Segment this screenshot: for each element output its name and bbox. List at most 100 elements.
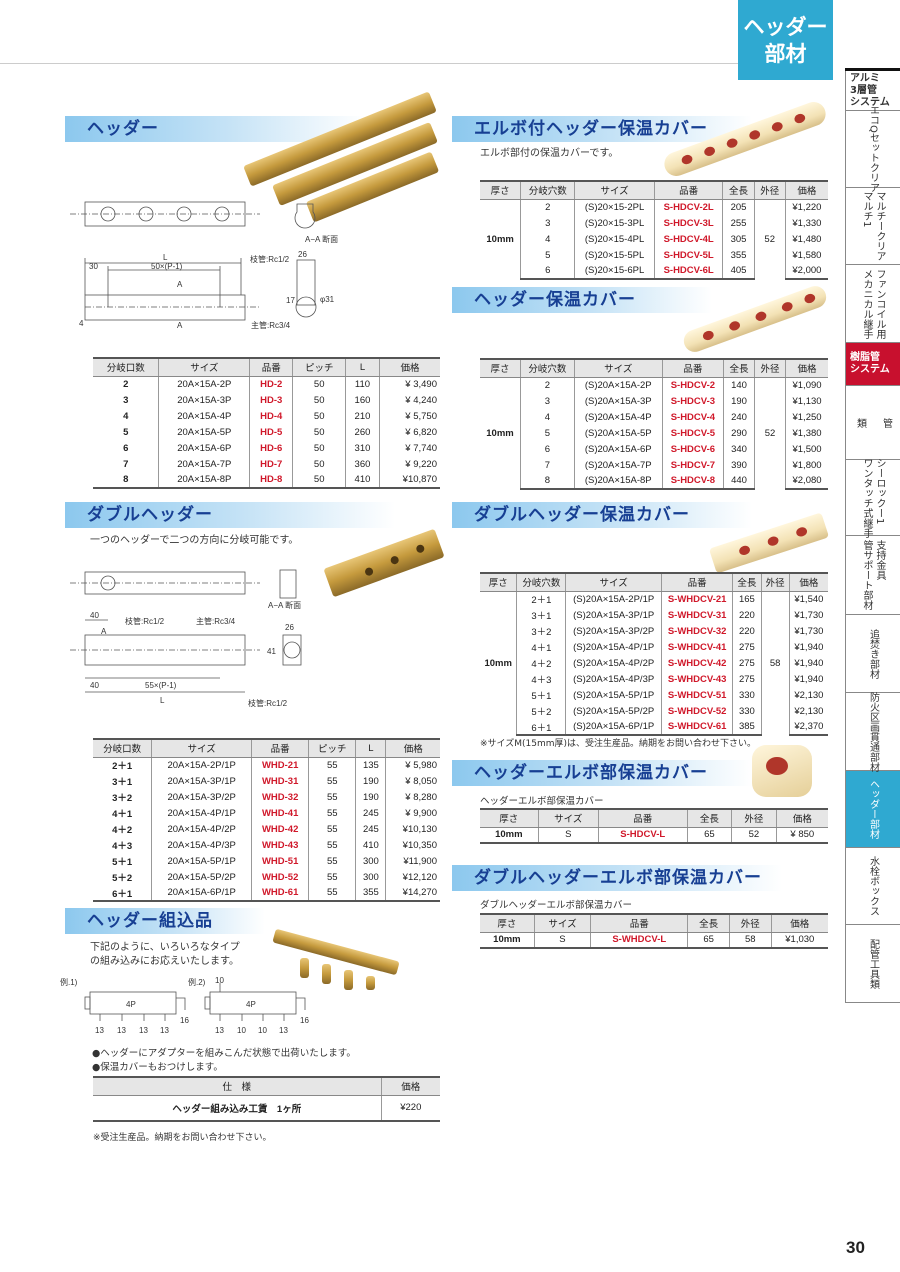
table-cell: ¥1,940 — [794, 641, 824, 653]
sidebar-item-label: ヘッダー部材 — [867, 779, 879, 839]
table-header-row: 厚さ 分岐穴数 サイズ 品番 全長 外径 価格 — [480, 180, 828, 200]
dim-main: 主管:Rc3/4 — [251, 320, 291, 330]
part-number: WHD-32 — [250, 789, 309, 805]
assembly-price-table: 仕 様価格 ヘッダー組み込み工賃 1ヶ所 ¥220 — [93, 1076, 440, 1122]
table-cell: 4＋2 — [516, 655, 566, 671]
sidebar-item[interactable]: シーロックー1 ワンタッチ式継手 — [845, 458, 900, 538]
table-cell: 255 — [722, 215, 755, 231]
part-number: S-HDCV-3 — [661, 393, 724, 409]
column-header: 全長 — [722, 358, 755, 378]
table-cell: ¥1,220 — [792, 201, 822, 213]
dim-A: A — [177, 280, 183, 289]
part-number: S-HDCV-4 — [661, 409, 724, 425]
sidebar-item[interactable]: エコQセットクリア — [845, 105, 900, 193]
part-number: S-HDCV-2L — [653, 199, 723, 215]
table-row: 6 20A×15A-6P HD-6 50 310 ¥ 7,740 — [93, 440, 440, 456]
table-cell: (S)20A×15A-5P/2P — [565, 703, 662, 719]
table-cell: 190 — [355, 773, 386, 789]
double-header-description: 一つのヘッダーで二つの方向に分岐可能です。 — [90, 535, 299, 546]
part-number: S-HDCV-5 — [661, 425, 724, 441]
column-header: 分岐口数 — [93, 357, 159, 377]
column-header: 分岐穴数 — [516, 572, 566, 592]
thickness-cell: 10mm — [486, 427, 514, 439]
example1-end: 16 — [180, 1016, 189, 1025]
table-cell: 3＋1 — [112, 777, 133, 788]
part-number: S-WHDCV-61 — [660, 719, 733, 736]
table-cell: 20A×15A-6P — [158, 440, 250, 456]
sidebar-item-label: 配管工具類 — [867, 938, 879, 989]
sidebar-item[interactable]: ファンコイル用 メカニカル継手 — [845, 265, 900, 343]
table-cell: 3 — [123, 394, 129, 406]
part-number: HD-7 — [249, 456, 293, 472]
table-cell: 245 — [355, 805, 386, 821]
table-cell: 20A×15A-6P/1P — [151, 885, 252, 902]
part-number: S-HDCV-8 — [661, 473, 724, 490]
table-cell: 20A×15A-2P — [158, 376, 250, 392]
table-cell: ¥2,000 — [785, 263, 828, 280]
sidebar-item[interactable]: ヘッダー部材 — [845, 771, 900, 848]
double-header-drawing: A−A 断面 40 枝管:Rc1/2 主管:Rc3/4 A 40 55×(P-1… — [70, 569, 302, 708]
sidebar-item[interactable]: マルチークリア マルチ1 — [845, 188, 900, 265]
table-row: 5 (S)20×15-5PL S-HDCV-5L 355 ¥1,580 — [480, 247, 828, 263]
sidebar-item[interactable]: 配管工具類 — [845, 925, 900, 1003]
part-number: S-HDCV-2 — [661, 377, 724, 393]
column-header: 外径 — [760, 572, 790, 592]
part-number: WHD-21 — [250, 757, 309, 773]
sidebar-item[interactable]: アルミ 3層管 システム — [845, 71, 900, 111]
assembly-description: 下記のように、いろいろなタイプ の組み込みにお応えいたします。 — [90, 942, 240, 967]
column-header: 分岐穴数 — [520, 358, 575, 378]
table-cell: 20A×15A-5P — [158, 424, 250, 440]
column-header: 品番 — [249, 357, 293, 377]
assembly-example-drawings: 例.1) 4P 16 13 13 13 13 例.2) 10 4P 16 13 … — [60, 976, 309, 1035]
table-cell: 2＋1 — [112, 761, 133, 773]
table-cell: ¥11,900 — [385, 853, 440, 869]
sidebar-item[interactable]: 支持金具 管サポート部材 — [845, 536, 900, 615]
sidebar-item-label: 樹脂管 システム — [850, 352, 890, 375]
table-cell: ¥ 4,240 — [378, 392, 440, 408]
sidebar-item[interactable]: 水栓ボックス — [845, 848, 900, 925]
sidebar-item-label: アルミ 3層管 システム — [850, 72, 890, 108]
sidebar-item[interactable]: 樹脂管 システム — [845, 343, 900, 386]
table-cell: 10mm — [480, 932, 535, 949]
table-cell: 20A×15A-4P/1P — [151, 805, 252, 821]
elbow-cover-product-photo — [660, 95, 830, 180]
column-header: 外径 — [731, 808, 777, 828]
table-cell: ¥2,080 — [785, 473, 828, 490]
table-cell: ¥1,500 — [792, 443, 822, 455]
sidebar-item[interactable]: 追焚き部材 — [845, 615, 900, 693]
table-cell: ¥12,120 — [385, 869, 440, 885]
table-cell: ¥14,270 — [385, 885, 440, 902]
column-header: 分岐口数 — [93, 738, 152, 758]
table-cell: 10mm — [480, 827, 539, 844]
table-cell: 20A×15A-4P/2P — [151, 821, 252, 837]
table-row: 5＋1 (S)20A×15A-5P/1P S-WHDCV-51 330 ¥2,130 — [480, 687, 828, 703]
sidebar-item[interactable]: 防火区画貫通部材 — [845, 692, 900, 772]
dim-40-bottom: 40 — [90, 681, 99, 690]
table-cell: 260 — [345, 424, 380, 440]
table-row: 8 20A×15A-8P HD-8 50 410 ¥10,870 — [93, 472, 440, 489]
table-cell: 6＋1 — [516, 719, 566, 736]
example1-dim: 13 — [160, 1026, 169, 1035]
table-cell: ¥ 9,900 — [385, 805, 440, 821]
table-cell: ¥1,730 — [794, 609, 824, 621]
table-cell: 4＋2 — [112, 825, 133, 836]
table-cell: (S)20A×15A-5P — [573, 425, 663, 441]
column-header: サイズ — [565, 572, 662, 592]
assembly-product-photo — [272, 920, 402, 990]
column-header: 価格 — [785, 358, 828, 378]
table-row: 5＋2 20A×15A-5P/2P WHD-52 55 300 ¥12,120 — [93, 869, 440, 885]
table-cell: (S)20×15-4PL — [574, 231, 655, 247]
sidebar-item[interactable]: 管 類 — [845, 386, 900, 460]
table-cell: (S)20A×15A-3P — [573, 393, 663, 409]
table-cell: 3＋1 — [516, 607, 566, 623]
dim-41: 41 — [267, 647, 276, 656]
example1-dim: 13 — [117, 1026, 126, 1035]
dim-17: 17 — [286, 296, 295, 305]
table-cell: 330 — [732, 687, 762, 703]
section-title-double-elbow-part-cover: ダブルヘッダーエルボ部保温カバー — [452, 865, 782, 891]
table-cell: 5 — [123, 426, 129, 438]
table-cell: (S)20A×15A-2P — [573, 377, 663, 393]
table-row: 3 (S)20×15-3PL S-HDCV-3L 255 ¥1,330 — [480, 215, 828, 231]
table-cell: (S)20A×15A-4P/1P — [565, 639, 662, 655]
table-cell: (S)20A×15A-3P/1P — [565, 607, 662, 623]
